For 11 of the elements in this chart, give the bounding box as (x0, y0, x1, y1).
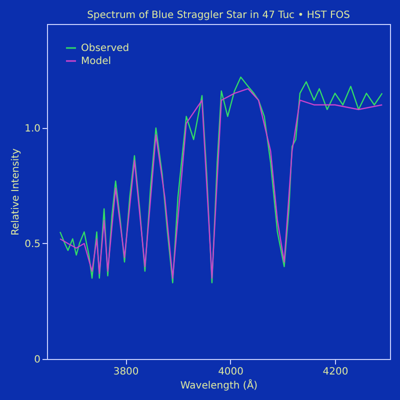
x-tick-label: 3800 (113, 366, 139, 378)
y-tick-label: 0.5 (24, 238, 40, 250)
legend-label: Observed (81, 43, 130, 54)
y-tick-label: 1.0 (24, 123, 40, 134)
y-tick-label: 0 (34, 354, 40, 366)
chart-title: Spectrum of Blue Straggler Star in 47 Tuc • HST FOS (87, 10, 350, 21)
x-tick-label: 4200 (322, 366, 348, 378)
legend-label: Model (81, 56, 112, 67)
y-axis-title: Relative Intensity (10, 148, 22, 236)
x-tick-label: 4000 (218, 366, 244, 378)
x-axis-title: Wavelength (Å) (180, 378, 258, 392)
